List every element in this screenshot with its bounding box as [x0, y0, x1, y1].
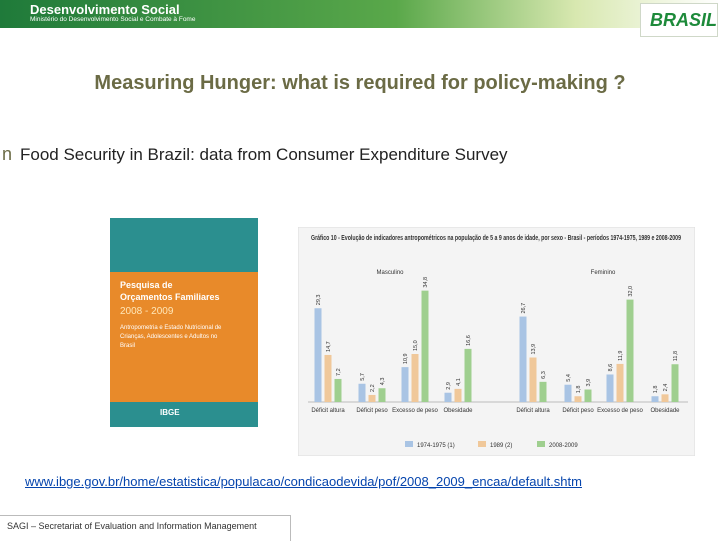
- data-label: 10,9: [403, 353, 409, 364]
- data-label: 2,4: [663, 384, 669, 392]
- data-label: 34,8: [423, 277, 429, 288]
- data-label: 13,9: [531, 344, 537, 355]
- bar: [626, 299, 634, 402]
- legend-label: 1974-1975 (1): [417, 443, 455, 449]
- bullet: n: [2, 144, 13, 164]
- chart-title: Gráfico 10 - Evolução de indicadores ant…: [311, 235, 681, 242]
- bar: [444, 392, 452, 402]
- data-label: 3,9: [586, 379, 592, 387]
- data-label: 11,8: [673, 351, 679, 361]
- x-tick-label: Excesso de peso: [392, 408, 438, 414]
- data-label: 5,4: [566, 374, 572, 382]
- logo: BRASIL: [650, 10, 717, 30]
- bar: [519, 316, 527, 402]
- data-label: 5,7: [360, 373, 366, 381]
- legend-swatch: [537, 441, 545, 447]
- bar: [584, 389, 592, 402]
- cover-text: Pesquisa de: [120, 280, 173, 290]
- cover-text: Orçamentos Familiares: [120, 292, 220, 302]
- chart-frame: [298, 227, 695, 456]
- subtitle: Food Security in Brazil: data from Consu…: [20, 145, 508, 164]
- cover-publisher: IBGE: [160, 408, 180, 417]
- bar: [574, 396, 582, 402]
- footer: SAGI – Secretariat of Evaluation and Inf…: [7, 521, 257, 531]
- group-label: Feminino: [591, 270, 616, 276]
- bar: [464, 348, 472, 402]
- x-tick-label: Obesidade: [650, 408, 680, 414]
- slide-title: Measuring Hunger: what is required for p…: [94, 72, 626, 94]
- brand: Desenvolvimento Social: [30, 2, 180, 17]
- data-label: 8,6: [608, 364, 614, 372]
- cover-years: 2008 - 2009: [120, 306, 174, 317]
- legend-swatch: [478, 441, 486, 447]
- chart: Gráfico 10 - Evolução de indicadores ant…: [298, 227, 695, 456]
- bar: [324, 354, 332, 402]
- data-label: 16,6: [466, 335, 472, 346]
- x-tick-label: Excesso de peso: [597, 408, 643, 414]
- legend-label: 1989 (2): [490, 443, 512, 449]
- data-label: 2,2: [370, 384, 376, 392]
- x-tick-label: Déficit altura: [311, 408, 345, 414]
- bar: [401, 367, 409, 402]
- data-label: 14,7: [326, 341, 332, 352]
- bar: [378, 388, 386, 402]
- footer-box: [0, 515, 291, 541]
- bar: [671, 364, 679, 402]
- bar: [529, 357, 537, 402]
- bar: [334, 378, 342, 402]
- link[interactable]: www.ibge.gov.br/home/estatistica/populac…: [25, 474, 582, 489]
- header-banner: [0, 0, 720, 28]
- chart-title: Gráfico 10 - Evolução de indicadores ant…: [311, 235, 681, 242]
- cover-band: Pesquisa de Orçamentos Familiares 2008 -…: [110, 272, 258, 402]
- x-tick-label: Déficit altura: [516, 408, 550, 414]
- bar: [368, 394, 376, 402]
- bar: [661, 394, 669, 402]
- cover-topic: Antropometria e Estado Nutricional de Cr…: [120, 325, 222, 349]
- x-tick-label: Obesidade: [443, 408, 473, 414]
- bar: [606, 374, 614, 402]
- data-label: 1,8: [576, 386, 582, 394]
- bar: [454, 388, 462, 402]
- data-label: 11,9: [618, 351, 624, 361]
- ministry: Ministério do Desenvolvimento Social e C…: [30, 16, 196, 23]
- bar: [358, 383, 366, 402]
- data-label: 32,0: [628, 286, 634, 297]
- data-label: 4,1: [456, 378, 462, 386]
- x-tick-label: Déficit peso: [562, 408, 594, 414]
- data-label: 29,3: [316, 295, 322, 306]
- data-label: 2,9: [446, 382, 452, 390]
- bar: [651, 396, 659, 402]
- legend-swatch: [405, 441, 413, 447]
- bar: [564, 384, 572, 402]
- data-label: 26,7: [521, 303, 527, 314]
- data-label: 4,3: [380, 378, 386, 386]
- data-label: 1,8: [653, 386, 659, 394]
- group-label: Masculino: [376, 270, 404, 276]
- bar: [421, 290, 429, 402]
- data-label: 6,3: [541, 371, 547, 379]
- legend-label: 2008-2009: [549, 443, 578, 449]
- bar: [411, 354, 419, 402]
- bar: [314, 308, 322, 402]
- data-label: 7,2: [336, 368, 342, 376]
- bar: [539, 381, 547, 402]
- data-label: 15,0: [413, 340, 419, 351]
- bar: [616, 363, 624, 402]
- x-tick-label: Déficit peso: [356, 408, 388, 414]
- logo-box: [640, 3, 718, 37]
